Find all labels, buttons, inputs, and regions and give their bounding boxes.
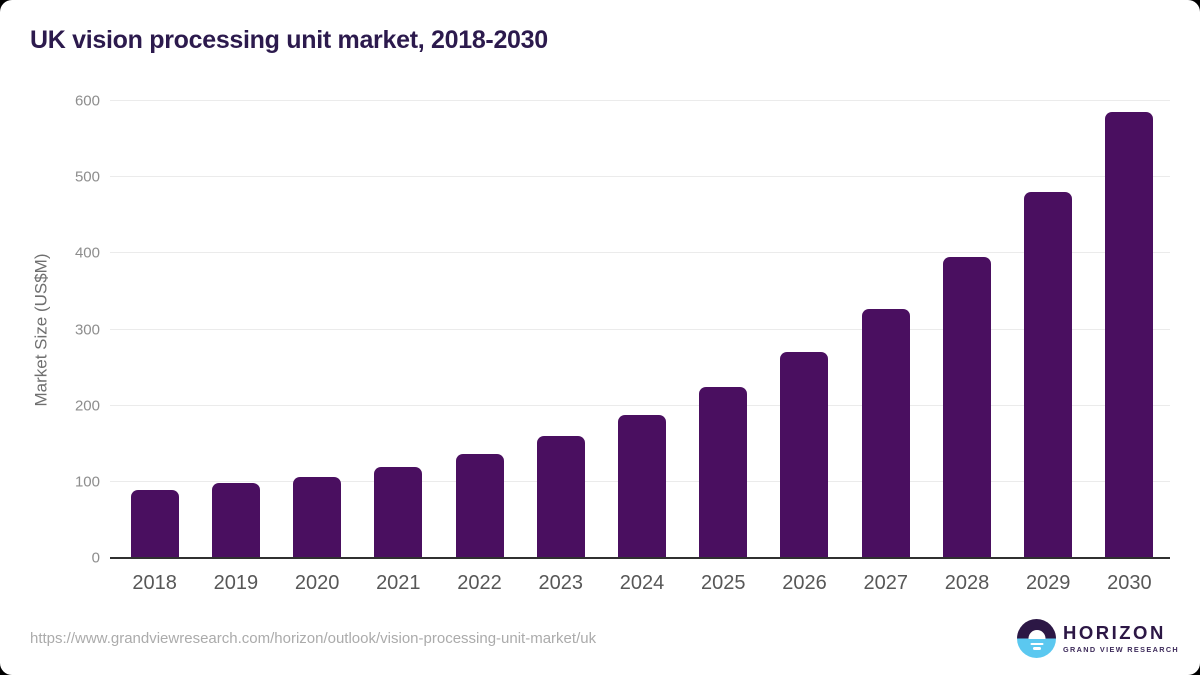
x-tick-label: 2020 xyxy=(294,572,340,594)
gridline xyxy=(110,176,1170,178)
logo-text: HORIZON GRAND VIEW RESEARCH xyxy=(1063,622,1180,654)
x-tick-label: 2021 xyxy=(376,572,421,594)
x-tick-label: 2028 xyxy=(944,572,990,594)
bar-2021 xyxy=(374,466,423,558)
gridline xyxy=(110,404,1170,406)
y-tick-label: 0 xyxy=(91,549,100,567)
y-axis-title: Market Size (US$M) xyxy=(26,101,58,558)
bar-2029 xyxy=(1024,192,1073,558)
sun-icon xyxy=(1028,629,1045,639)
bar-slot-2021: 2021 xyxy=(358,101,439,594)
bar-2030 xyxy=(1105,112,1154,558)
reflection-line-icon xyxy=(1030,642,1043,645)
x-tick-label: 2018 xyxy=(132,572,177,594)
bar-2027 xyxy=(861,308,910,558)
bar-2020 xyxy=(293,476,342,558)
bar-slot-2023: 2023 xyxy=(520,101,601,594)
bar-slot-2025: 2025 xyxy=(683,101,764,594)
bar-slot-2020: 2020 xyxy=(276,101,357,594)
source-url: https://www.grandviewresearch.com/horizo… xyxy=(30,630,597,647)
y-tick-label: 500 xyxy=(74,168,100,186)
bar-slot-2029: 2029 xyxy=(1008,101,1089,594)
y-tick-label: 200 xyxy=(74,397,100,415)
x-tick-label: 2026 xyxy=(782,572,827,594)
x-tick-label: 2027 xyxy=(863,572,908,594)
y-tick-label: 300 xyxy=(74,321,100,338)
x-tick-label: 2022 xyxy=(457,572,502,594)
x-tick-label: 2030 xyxy=(1107,572,1152,594)
bar-series: 2018 2019 2020 2021 2022 2023 2024 2025 2026 2027… xyxy=(114,101,1170,594)
x-tick-label: 2025 xyxy=(701,572,746,594)
x-tick-label: 2023 xyxy=(538,572,584,594)
bar-slot-2024: 2024 xyxy=(601,101,682,594)
x-tick-label: 2019 xyxy=(213,572,259,594)
bar-2026 xyxy=(780,352,829,558)
y-axis-title-text: Market Size (US$M) xyxy=(32,252,51,407)
bar-2018 xyxy=(130,490,179,558)
bar-slot-2027: 2027 xyxy=(845,101,926,594)
logo-subtitle: GRAND VIEW RESEARCH xyxy=(1063,644,1180,654)
gridline xyxy=(110,252,1170,254)
bar-slot-2022: 2022 xyxy=(439,101,520,594)
bar-2028 xyxy=(942,257,991,558)
gridline xyxy=(110,100,1170,101)
y-tick-label: 100 xyxy=(74,473,100,491)
bar-2023 xyxy=(536,436,585,558)
bar-2022 xyxy=(455,453,504,558)
horizon-logo-icon xyxy=(1017,619,1056,658)
bar-2024 xyxy=(618,414,667,558)
x-tick-label: 2029 xyxy=(1025,572,1071,594)
y-tick-label: 600 xyxy=(74,92,100,110)
bar-2019 xyxy=(211,482,260,558)
bar-slot-2026: 2026 xyxy=(764,101,845,594)
plot-area: 0 100 200 300 400 500 600 2018 2019 2020 2021 2022 2… xyxy=(75,93,1170,594)
chart-title: UK vision processing unit market, 2018-2… xyxy=(30,26,548,54)
gridline xyxy=(110,328,1170,330)
reflection-line-icon xyxy=(1032,647,1041,650)
x-tick-label: 2024 xyxy=(619,572,665,594)
bar-slot-2030: 2030 xyxy=(1089,101,1170,594)
bar-slot-2028: 2028 xyxy=(926,101,1007,594)
horizon-logo: HORIZON GRAND VIEW RESEARCH xyxy=(1017,619,1179,658)
bar-2025 xyxy=(699,387,748,558)
bar-slot-2019: 2019 xyxy=(195,101,276,594)
x-axis-line xyxy=(110,557,1170,559)
y-tick-label: 400 xyxy=(74,244,100,262)
logo-wordmark: HORIZON xyxy=(1063,622,1166,644)
bar-slot-2018: 2018 xyxy=(114,101,195,594)
